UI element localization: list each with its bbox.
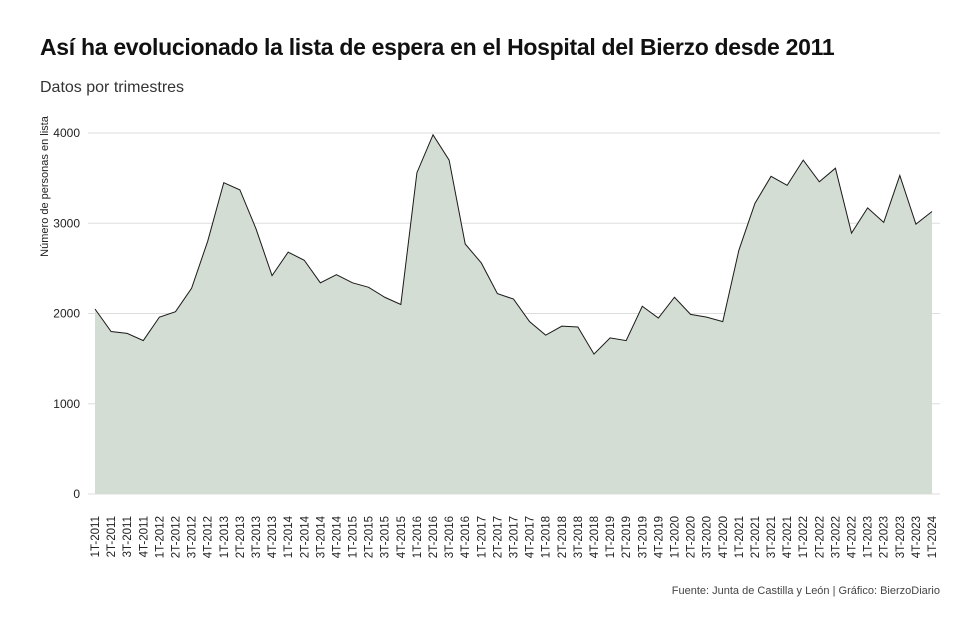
x-tick-label: 3T-2017 <box>509 516 521 558</box>
x-tick-label: 3T-2019 <box>637 516 649 558</box>
x-tick-label: 1T-2018 <box>541 516 553 558</box>
x-tick-label: 1T-2024 <box>927 515 939 558</box>
x-tick-label: 1T-2011 <box>90 516 102 557</box>
x-tick-label: 1T-2017 <box>476 516 488 558</box>
x-tick-label: 1T-2023 <box>863 516 875 558</box>
x-tick-label: 4T-2021 <box>782 516 794 558</box>
x-tick-label: 4T-2023 <box>911 516 923 558</box>
x-tick-label: 4T-2013 <box>267 516 279 558</box>
x-tick-label: 3T-2014 <box>315 515 327 558</box>
x-tick-label: 4T-2012 <box>203 516 215 558</box>
y-axis-ticks: 0 1000 2000 3000 4000 <box>53 126 80 501</box>
chart-subtitle: Datos por trimestres <box>40 79 185 96</box>
x-tick-label: 1T-2015 <box>348 516 360 558</box>
x-tick-label: 4T-2016 <box>460 516 472 558</box>
x-tick-label: 4T-2015 <box>396 516 408 558</box>
x-tick-label: 3T-2023 <box>895 516 907 558</box>
x-axis-ticks: 1T-2011 2T-2011 3T-2011 4T-2011 1T-2012 2T-20… <box>90 515 939 558</box>
x-tick-label: 1T-2022 <box>798 516 810 558</box>
x-tick-label: 3T-2012 <box>187 516 199 558</box>
x-tick-label: 4T-2014 <box>331 515 343 558</box>
x-tick-label: 2T-2012 <box>170 516 182 558</box>
x-tick-label: 4T-2022 <box>847 516 859 558</box>
x-tick-label: 3T-2018 <box>573 516 585 558</box>
x-tick-label: 1T-2020 <box>669 516 681 558</box>
x-tick-label: 4T-2017 <box>525 516 537 558</box>
x-tick-label: 3T-2015 <box>380 516 392 558</box>
x-tick-label: 2T-2014 <box>299 515 311 558</box>
x-tick-label: 2T-2020 <box>686 516 698 558</box>
x-tick-label: 2T-2016 <box>428 516 440 558</box>
waiting-list-line <box>94 133 933 355</box>
x-tick-label: 1T-2013 <box>219 516 231 558</box>
y-tick-label: 0 <box>73 487 80 501</box>
x-tick-label: 4T-2018 <box>589 516 601 558</box>
x-tick-label: 1T-2021 <box>734 516 746 558</box>
x-tick-label: 1T-2019 <box>605 516 617 558</box>
x-tick-label: 3T-2022 <box>830 516 842 558</box>
x-tick-label: 4T-2020 <box>718 516 730 558</box>
y-axis-label: Número de personas en lista <box>39 115 51 257</box>
x-tick-label: 4T-2011 <box>138 516 150 557</box>
x-tick-label: 2T-2022 <box>814 516 826 558</box>
x-tick-label: 3T-2011 <box>122 516 134 557</box>
x-tick-label: 2T-2017 <box>492 516 504 558</box>
y-tick-label: 1000 <box>53 397 80 411</box>
chart-title: Así ha evolucionado la lista de espera e… <box>40 34 835 60</box>
x-tick-label: 1T-2012 <box>154 516 166 558</box>
x-tick-label: 2T-2013 <box>235 516 247 558</box>
x-tick-label: 2T-2018 <box>557 516 569 558</box>
y-tick-label: 4000 <box>53 126 80 140</box>
x-tick-label: 2T-2023 <box>879 516 891 558</box>
waiting-list-area <box>95 134 932 494</box>
x-tick-label: 1T-2016 <box>412 516 424 558</box>
x-tick-label: 3T-2021 <box>766 516 778 558</box>
x-tick-label: 3T-2016 <box>444 516 456 558</box>
y-tick-label: 3000 <box>53 216 80 230</box>
x-tick-label: 2T-2019 <box>621 516 633 558</box>
x-tick-label: 2T-2015 <box>364 516 376 558</box>
x-tick-label: 3T-2020 <box>702 516 714 558</box>
y-tick-label: 2000 <box>53 307 80 321</box>
x-tick-label: 2T-2021 <box>750 516 762 558</box>
x-tick-label: 2T-2011 <box>106 516 118 557</box>
x-tick-label: 1T-2014 <box>283 515 295 558</box>
x-tick-label: 4T-2019 <box>653 516 665 558</box>
source-note: Fuente: Junta de Castilla y León | Gráfi… <box>671 585 940 597</box>
x-tick-label: 3T-2013 <box>251 516 263 558</box>
